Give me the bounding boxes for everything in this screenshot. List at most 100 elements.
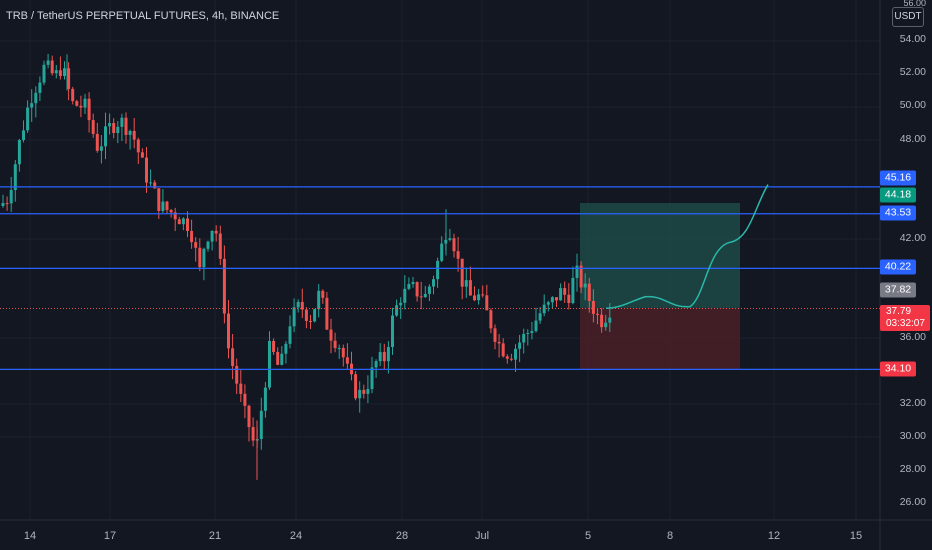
candle-body <box>600 314 604 328</box>
candle-body <box>309 320 312 322</box>
bar-countdown: 03:32:07 <box>886 318 925 329</box>
candle-body <box>218 233 222 259</box>
x-tick: 12 <box>767 530 781 542</box>
candle-body <box>83 98 87 108</box>
y-tick: 30.00 <box>899 430 926 442</box>
candle-body <box>575 265 579 278</box>
candle-body <box>54 70 58 74</box>
candle-body <box>247 405 251 428</box>
candle-body <box>235 365 239 384</box>
candle-body <box>177 219 181 225</box>
candle-body <box>169 209 173 213</box>
candle-body <box>161 201 165 211</box>
x-tick: 8 <box>666 530 674 542</box>
candle-body <box>190 230 194 243</box>
y-tick: 42.00 <box>899 232 926 244</box>
candle-body <box>198 247 202 268</box>
candle-body <box>608 317 612 323</box>
candle-body <box>341 347 345 358</box>
candle-body <box>79 105 83 108</box>
candle-body <box>571 277 575 304</box>
candle-body <box>26 107 30 131</box>
candle-body <box>493 328 497 342</box>
candle-body <box>206 241 210 249</box>
y-tick: 54.00 <box>899 33 926 45</box>
candle-body <box>419 296 423 298</box>
candle-body <box>427 286 431 294</box>
y-tick: 32.00 <box>899 397 926 409</box>
candle-body <box>505 356 509 359</box>
candle-body <box>337 347 341 349</box>
candle-body <box>538 313 542 321</box>
candle-body <box>91 120 95 134</box>
level-tag-37-82[interactable]: 37.82 <box>880 282 916 298</box>
y-tick: 36.00 <box>899 331 926 343</box>
x-tick: 24 <box>289 530 303 542</box>
candle-body <box>391 315 394 347</box>
x-tick: 14 <box>23 530 37 542</box>
candle-body <box>38 82 42 93</box>
x-tick: 17 <box>103 530 117 542</box>
candle-body <box>124 117 128 135</box>
candle-body <box>370 367 374 389</box>
candle-body <box>464 280 468 287</box>
candle-body <box>5 203 9 205</box>
candle-body <box>395 305 399 316</box>
y-tick: 50.00 <box>899 99 926 111</box>
currency-selector[interactable]: USDT <box>892 7 924 27</box>
candle-body <box>128 130 132 135</box>
candle-body <box>63 68 66 77</box>
candle-body <box>509 358 513 360</box>
candle-body <box>456 251 460 259</box>
candle-body <box>112 123 116 133</box>
candle-body <box>243 393 247 406</box>
candle-body <box>452 238 456 252</box>
candle-body <box>288 326 292 344</box>
candles <box>1 53 612 480</box>
candle-body <box>497 341 501 344</box>
candle-body <box>280 353 284 365</box>
candle-body <box>145 157 148 183</box>
candle-body <box>415 282 419 297</box>
candle-body <box>481 294 485 296</box>
candle-body <box>542 304 546 314</box>
candle-body <box>345 357 349 364</box>
candle-body <box>460 258 464 287</box>
candle-body <box>46 60 50 65</box>
candle-body <box>194 242 198 248</box>
candle-body <box>50 60 54 74</box>
candle-body <box>173 212 177 220</box>
candle-body <box>440 243 444 261</box>
level-tag-45-16[interactable]: 45.16 <box>880 170 916 186</box>
candle-body <box>276 351 280 365</box>
level-tag-34-10[interactable]: 34.10 <box>880 361 916 377</box>
candle-body <box>382 352 386 362</box>
candle-body <box>485 295 489 311</box>
candle-body <box>436 260 440 280</box>
stop-zone <box>580 307 740 370</box>
candle-body <box>604 322 608 328</box>
candle-body <box>108 123 112 127</box>
candle-body <box>399 302 403 306</box>
candle-body <box>325 297 329 330</box>
candle-body <box>362 389 366 394</box>
candle-body <box>366 388 370 394</box>
candle-body <box>358 389 362 399</box>
candle-body <box>104 126 107 147</box>
candle-body <box>304 309 308 321</box>
candle-body <box>259 410 263 440</box>
candle-body <box>546 302 550 305</box>
candle-body <box>9 189 13 204</box>
candle-body <box>1 203 5 206</box>
candle-body <box>555 297 558 301</box>
candle-body <box>67 68 71 89</box>
candle-body <box>136 139 140 153</box>
level-tag-40-22[interactable]: 40.22 <box>880 259 916 275</box>
candle-body <box>501 343 505 357</box>
level-tag-44-18[interactable]: 44.18 <box>880 187 916 203</box>
x-tick: 21 <box>208 530 222 542</box>
candle-body <box>13 164 17 190</box>
candle-body <box>181 218 185 225</box>
level-tag-43-53[interactable]: 43.53 <box>880 205 916 221</box>
